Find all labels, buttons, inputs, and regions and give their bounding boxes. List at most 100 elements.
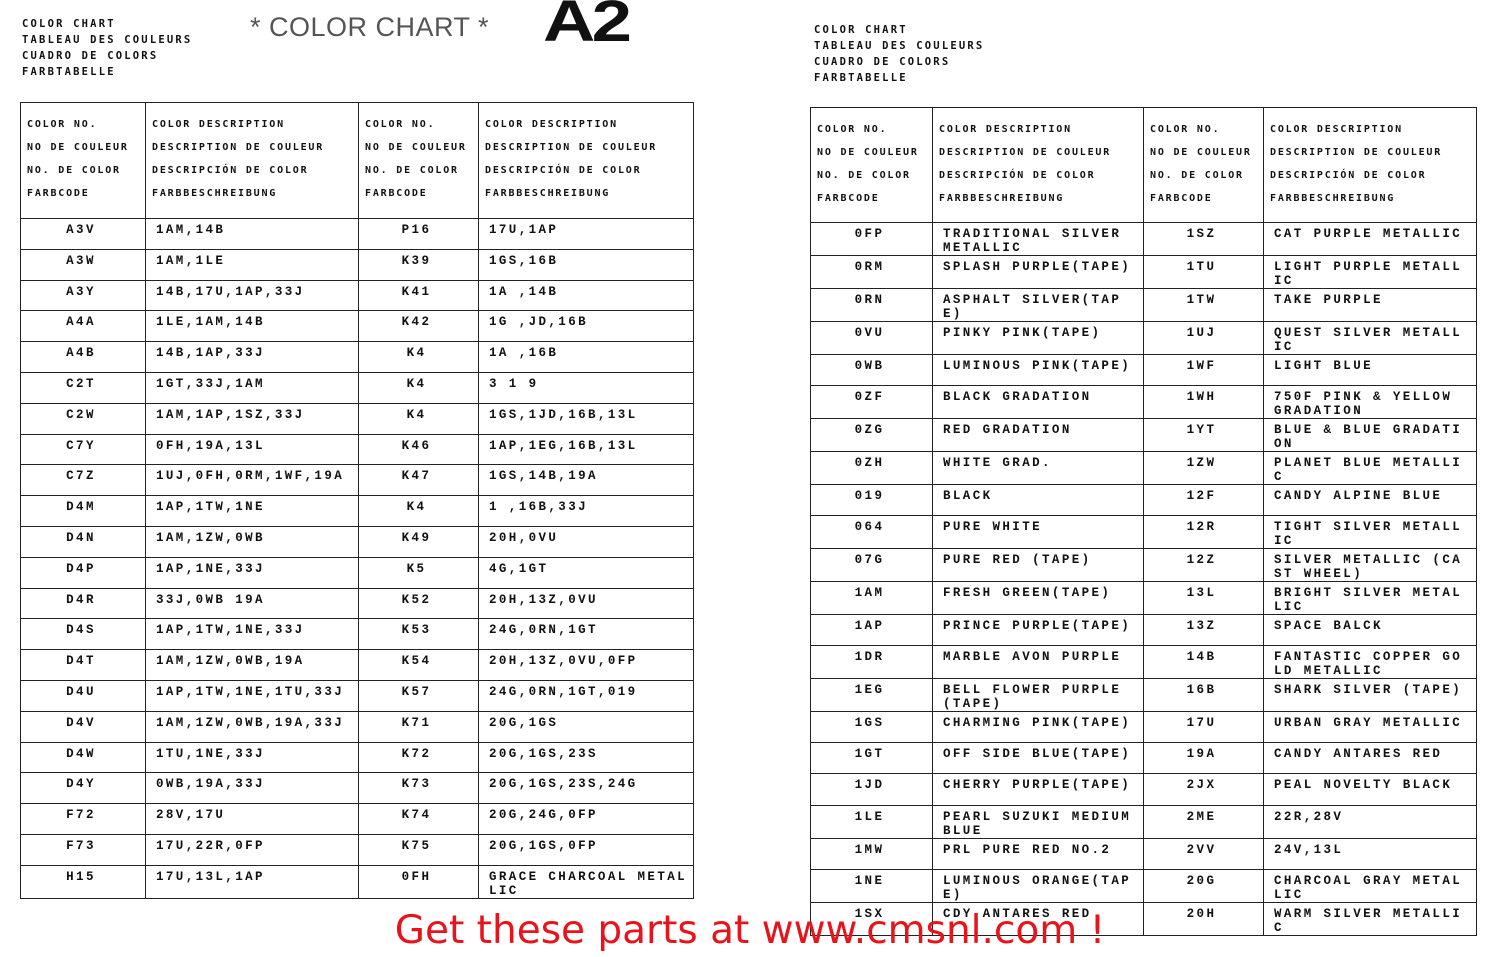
- header-row: COLOR NO. NO DE COULEUR NO. DE COLOR FARBCO…: [20, 102, 694, 219]
- color-code-cell: D4M: [20, 495, 146, 527]
- color-description-cell: TAKE PURPLE: [1263, 288, 1477, 322]
- color-code-cell: 0ZH: [810, 451, 933, 486]
- color-code-cell: P16: [358, 218, 479, 250]
- color-description-cell: 20H,0VU: [478, 525, 694, 558]
- color-description-cell: PURE RED (TAPE): [932, 548, 1144, 583]
- table-row: 1JD CHERRY PURPLE(TAPE) 2JX PEAL NOVELTY BL…: [810, 773, 1477, 806]
- color-description-cell: GRACE CHARCOAL METALLIC: [478, 864, 694, 899]
- color-description-cell: 750F PINK & YELLOW GRADATION: [1263, 385, 1477, 420]
- header-label: NO DE COULEUR: [1150, 147, 1252, 158]
- color-code-cell: K72: [358, 741, 479, 774]
- color-description-cell: 3 1 9: [478, 371, 694, 404]
- color-code-cell: 0WB: [810, 353, 933, 387]
- color-description-cell: CDY ANTARES RED: [932, 901, 1144, 936]
- color-code-cell: 0FH: [358, 864, 479, 899]
- table-row: F73 17U,22R,0FP K75 20G,1GS,0FP: [20, 833, 694, 866]
- color-description-cell: CHERRY PURPLE(TAPE): [932, 773, 1144, 806]
- header-label: FARBCODE: [365, 188, 428, 199]
- color-code-cell: 1GT: [810, 742, 933, 775]
- color-code-cell: 1SZ: [1143, 222, 1264, 256]
- color-description-cell: SPLASH PURPLE(TAPE): [932, 255, 1144, 289]
- color-code-cell: 0VU: [810, 321, 933, 355]
- color-code-cell: K73: [358, 772, 479, 805]
- chart-title-line: TABLEAU DES COULEURS: [22, 34, 193, 46]
- color-description-cell: PRL PURE RED NO.2: [932, 837, 1144, 870]
- table-row: D4U 1AP,1TW,1NE,1TU,33J K57 24G,0RN,1GT,019: [20, 679, 694, 712]
- color-description-cell: 1AM,1ZW,0WB: [145, 525, 359, 558]
- color-description-cell: LUMINOUS PINK(TAPE): [932, 353, 1144, 387]
- color-code-cell: K54: [358, 649, 479, 681]
- chart-title-line: COLOR CHART: [22, 18, 116, 30]
- color-description-cell: 1GS,14B,19A: [478, 464, 694, 497]
- color-description-cell: 20H,13Z,0VU,0FP: [478, 649, 694, 681]
- color-description-cell: 1AP,1TW,1NE,1TU,33J: [145, 679, 359, 712]
- color-description-cell: 14B,1AP,33J: [145, 341, 359, 373]
- chart-title-line: FARBTABELLE: [22, 66, 116, 78]
- header-label: DESCRIPCIÓN DE COLOR: [485, 165, 642, 176]
- footer-link-text[interactable]: Get these parts at www.cmsnl.com !: [394, 908, 1106, 953]
- left-chart-titles: COLOR CHART TABLEAU DES COULEURS CUADRO DE…: [22, 16, 192, 80]
- color-code-cell: 12F: [1143, 484, 1264, 517]
- table-row: 1GS CHARMING PINK(TAPE) 17U URBAN GRAY META…: [810, 711, 1477, 744]
- color-description-cell: CAT PURPLE METALLIC: [1263, 222, 1477, 256]
- color-description-cell: 20H,13Z,0VU: [478, 587, 694, 620]
- header-row: COLOR NO. NO DE COULEUR NO. DE COLOR FARBCO…: [810, 107, 1477, 223]
- color-code-cell: 19A: [1143, 742, 1264, 775]
- color-code-cell: 0FP: [810, 222, 933, 256]
- color-code-cell: C2W: [20, 402, 146, 435]
- color-description-cell: 1AM,1LE: [145, 248, 359, 281]
- color-code-cell: F73: [20, 833, 146, 866]
- header-label: DESCRIPTION DE COULEUR: [1270, 147, 1443, 158]
- color-description-cell: BRIGHT SILVER METALLIC: [1263, 581, 1477, 616]
- table-row: C7Y 0FH,19A,13L K46 1AP,1EG,16B,13L: [20, 433, 694, 466]
- color-code-cell: 12Z: [1143, 548, 1264, 583]
- color-code-cell: 13L: [1143, 581, 1264, 616]
- color-description-cell: LUMINOUS ORANGE(TAPE): [932, 868, 1144, 903]
- color-description-cell: 1GS,1JD,16B,13L: [478, 402, 694, 435]
- color-code-cell: 1SX: [810, 901, 933, 936]
- color-code-cell: 13Z: [1143, 614, 1264, 647]
- color-description-cell: SPACE BALCK: [1263, 614, 1477, 647]
- header-label: DESCRIPCIÓN DE COLOR: [152, 165, 309, 176]
- color-code-cell: 16B: [1143, 678, 1264, 713]
- color-code-cell: 17U: [1143, 711, 1264, 744]
- chart-title-line: FARBTABELLE: [814, 72, 908, 84]
- header-label: FARBBESCHREIBUNG: [939, 193, 1065, 204]
- table-row: A4B 14B,1AP,33J K4 1A ,16B: [20, 341, 694, 373]
- color-description-cell: 1AM,1ZW,0WB,19A,33J: [145, 710, 359, 743]
- color-code-cell: 1TW: [1143, 288, 1264, 322]
- color-code-cell: 0RM: [810, 255, 933, 289]
- color-code-cell: 1GS: [810, 711, 933, 744]
- color-description-cell: 1UJ,0FH,0RM,1WF,19A: [145, 464, 359, 497]
- color-code-cell: 1EG: [810, 678, 933, 713]
- color-code-cell: C2T: [20, 371, 146, 404]
- table-row: 0WB LUMINOUS PINK(TAPE) 1WF LIGHT BLUE: [810, 353, 1477, 387]
- header-color-no: COLOR NO. NO DE COULEUR NO. DE COLOR FARBCO…: [20, 102, 146, 219]
- color-description-cell: 4G,1GT: [478, 556, 694, 589]
- header-label: DESCRIPCIÓN DE COLOR: [939, 170, 1096, 181]
- color-code-cell: D4U: [20, 679, 146, 712]
- color-code-cell: K75: [358, 833, 479, 866]
- color-code-cell: K52: [358, 587, 479, 620]
- color-code-cell: K53: [358, 618, 479, 651]
- color-description-cell: SILVER METALLIC (CAST WHEEL): [1263, 548, 1477, 583]
- table-row: C2W 1AM,1AP,1SZ,33J K4 1GS,1JD,16B,13L: [20, 402, 694, 435]
- color-code-cell: K4: [358, 402, 479, 435]
- chart-title-line: CUADRO DE COLORS: [814, 56, 951, 68]
- table-row: 1GT OFF SIDE BLUE(TAPE) 19A CANDY ANTARES R…: [810, 742, 1477, 775]
- table-row: 1NE LUMINOUS ORANGE(TAPE) 20G CHARCOAL GRAY…: [810, 868, 1477, 903]
- color-description-cell: PURE WHITE: [932, 515, 1144, 550]
- color-description-cell: 20G,1GS,0FP: [478, 833, 694, 866]
- header-label: FARBCODE: [1150, 193, 1213, 204]
- color-description-cell: 1AM,14B: [145, 218, 359, 250]
- color-code-cell: 2VV: [1143, 837, 1264, 870]
- color-code-cell: K49: [358, 525, 479, 558]
- header-label: COLOR DESCRIPTION: [1270, 124, 1403, 135]
- color-description-cell: 1A ,14B: [478, 279, 694, 312]
- color-description-cell: 22R,28V: [1263, 804, 1477, 839]
- table-row: C7Z 1UJ,0FH,0RM,1WF,19A K47 1GS,14B,19A: [20, 464, 694, 497]
- color-description-cell: 14B,17U,1AP,33J: [145, 279, 359, 312]
- header-color-no: COLOR NO. NO DE COULEUR NO. DE COLOR FARBCO…: [1143, 107, 1264, 223]
- color-code-cell: C7Y: [20, 433, 146, 466]
- color-description-cell: TIGHT SILVER METALLIC: [1263, 515, 1477, 550]
